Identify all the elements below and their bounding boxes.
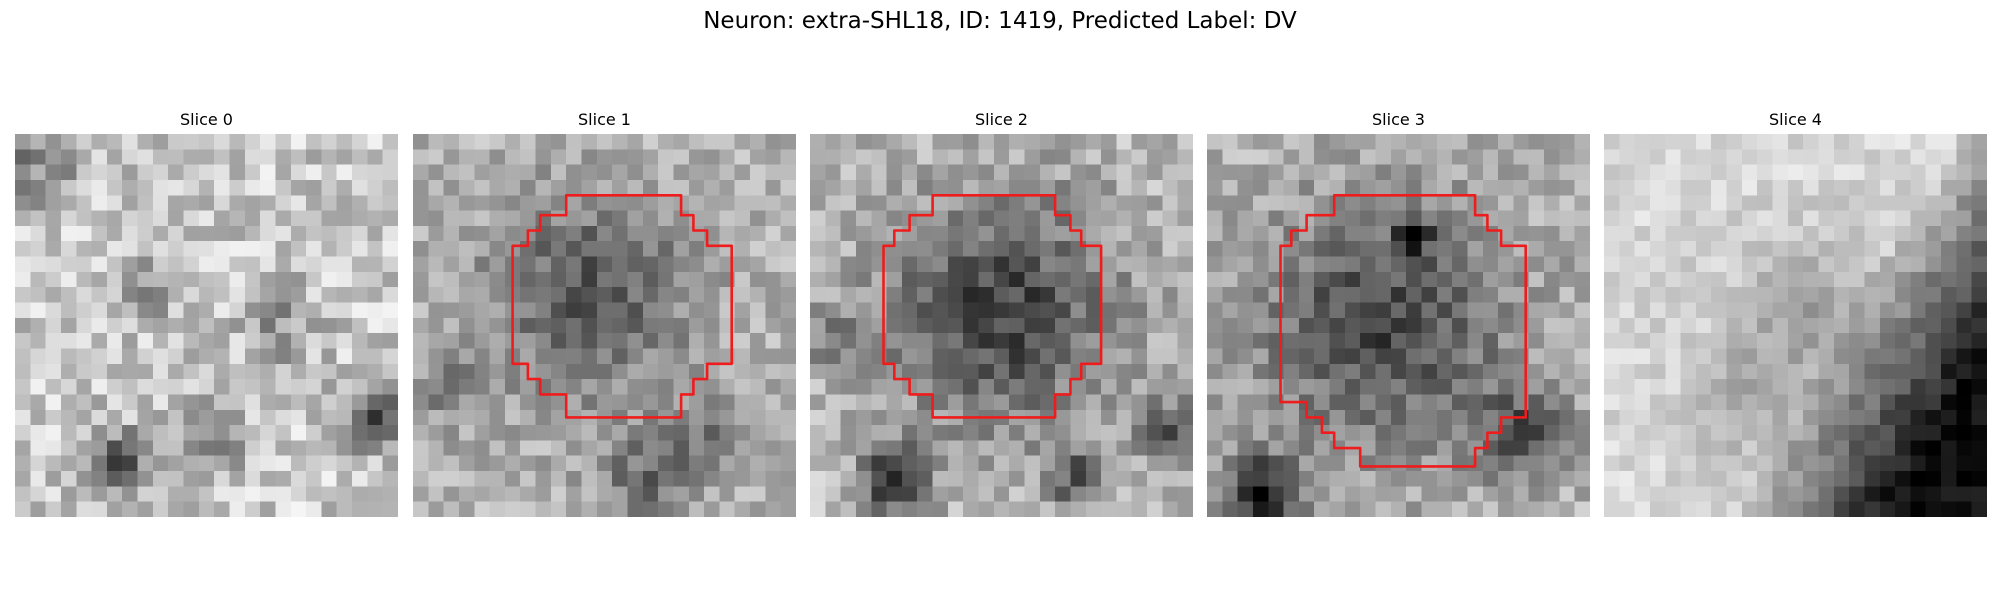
- slice-pixels: [1604, 134, 1987, 517]
- slice-title: Slice 2: [975, 110, 1028, 129]
- slice-title: Slice 0: [180, 110, 233, 129]
- slice-pixels: [810, 134, 1193, 517]
- roi-outline: [882, 193, 1103, 419]
- slice-image: [15, 134, 398, 517]
- slice-pixels: [413, 134, 796, 517]
- roi-outline: [511, 193, 734, 419]
- roi-outline: [1279, 193, 1528, 468]
- slice-image: [810, 134, 1193, 517]
- slice-pixels: [1207, 134, 1590, 517]
- slice-title: Slice 1: [578, 110, 631, 129]
- slice-image: [1604, 134, 1987, 517]
- figure-title: Neuron: extra-SHL18, ID: 1419, Predicted…: [703, 8, 1297, 34]
- slice-image: [1207, 134, 1590, 517]
- slice-image: [413, 134, 796, 517]
- slice-pixels: [15, 134, 398, 517]
- slice-title: Slice 4: [1769, 110, 1822, 129]
- slice-title: Slice 3: [1372, 110, 1425, 129]
